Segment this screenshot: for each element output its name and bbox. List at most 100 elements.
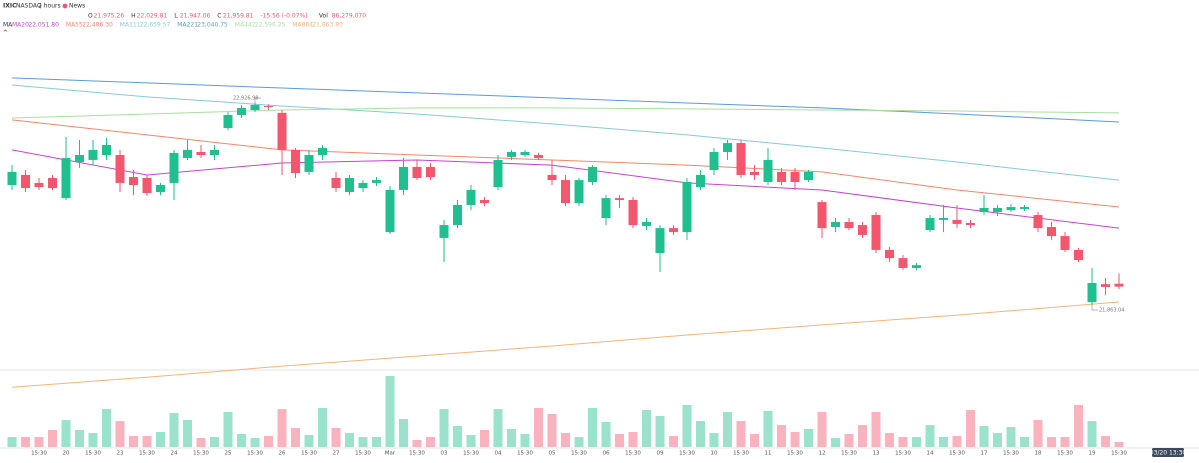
candle-body bbox=[1114, 283, 1124, 287]
volume-bar bbox=[574, 437, 584, 447]
volume-bar bbox=[1020, 437, 1029, 447]
volume-bar bbox=[898, 437, 908, 447]
volume-bar bbox=[129, 435, 138, 447]
candle-body bbox=[534, 155, 543, 159]
volume-bar bbox=[426, 437, 435, 447]
volume-bar bbox=[642, 410, 651, 447]
volume-bar bbox=[412, 440, 422, 447]
volume-bar bbox=[1114, 442, 1124, 447]
x-tick-label: 12 bbox=[819, 451, 826, 457]
volume-bar bbox=[520, 433, 530, 447]
symbol: IXIC bbox=[3, 3, 17, 10]
x-tick-label: 09 bbox=[657, 451, 664, 457]
news-icon[interactable] bbox=[62, 3, 68, 9]
candle-body bbox=[669, 228, 678, 233]
volume-bar bbox=[439, 409, 449, 447]
volume-bar bbox=[831, 438, 840, 447]
ma-legend-name: MA221 bbox=[177, 22, 198, 29]
volume-bar bbox=[817, 412, 827, 447]
x-tick-label: 15:30 bbox=[139, 451, 155, 457]
volume-bar bbox=[763, 410, 773, 447]
annotation-label: 21,863.04 bbox=[1099, 308, 1124, 314]
x-tick-label: Mar bbox=[385, 451, 396, 457]
volume-bar bbox=[804, 428, 813, 447]
candle-body bbox=[588, 166, 597, 182]
candle-body bbox=[939, 218, 948, 220]
candle-body bbox=[885, 249, 894, 259]
candle-body bbox=[34, 182, 44, 188]
ma-heading: MA bbox=[3, 22, 13, 29]
x-tick-label: 20 bbox=[63, 451, 70, 457]
ma-legend-name: MA884 bbox=[292, 22, 313, 29]
candle-body bbox=[561, 180, 570, 204]
volume-bar bbox=[669, 435, 678, 447]
volume-bar bbox=[385, 376, 395, 447]
legend-value: 22,029.81 bbox=[137, 13, 168, 20]
price-pane: 22,926.98 21,863.04 bbox=[7, 77, 1124, 388]
candle-body bbox=[129, 177, 138, 186]
news[interactable]: News bbox=[69, 3, 85, 10]
candle-body bbox=[777, 171, 786, 182]
x-tick-label: 15:30 bbox=[679, 451, 695, 457]
volume-bar bbox=[75, 430, 84, 447]
candle-body bbox=[48, 177, 57, 189]
volume-bar bbox=[912, 437, 921, 447]
candle-body bbox=[210, 149, 219, 156]
volume-bar bbox=[318, 408, 327, 447]
volume-bar bbox=[196, 438, 206, 447]
volume-bar bbox=[466, 435, 476, 447]
x-tick-label: 25 bbox=[225, 451, 232, 457]
ma-line bbox=[11, 107, 1120, 119]
volume-bar bbox=[723, 412, 732, 447]
collapse-arrow[interactable]: ^ bbox=[3, 30, 8, 37]
ma-line bbox=[11, 301, 1120, 388]
candle-body bbox=[142, 177, 152, 193]
candle-body bbox=[723, 143, 732, 152]
candle-body bbox=[250, 104, 260, 111]
x-tick-label: 15:30 bbox=[949, 451, 965, 457]
candle-body bbox=[979, 207, 989, 212]
ma-legend-name: MA55 bbox=[66, 22, 83, 29]
candle-body bbox=[790, 171, 800, 182]
volume-bar bbox=[102, 409, 111, 447]
candle-body bbox=[709, 151, 719, 171]
ma-legend-value: 22,051.80 bbox=[28, 22, 59, 29]
candle-body bbox=[196, 151, 206, 156]
time-tag-bg bbox=[1152, 448, 1184, 457]
volume-bar bbox=[331, 428, 341, 447]
candle-body bbox=[318, 147, 327, 156]
volume-bar bbox=[1033, 420, 1043, 447]
x-tick-label: 03 bbox=[441, 451, 448, 457]
candle-body bbox=[453, 204, 462, 226]
candle-body bbox=[696, 174, 705, 188]
legend-value: -15.56 (-0.07%) bbox=[260, 13, 307, 20]
time-tag: 03/20 13:30 bbox=[1150, 450, 1187, 457]
candle-body bbox=[1087, 282, 1097, 303]
x-tick-label: 15:30 bbox=[85, 451, 101, 457]
volume-bar bbox=[61, 420, 71, 447]
volume-bar bbox=[21, 437, 30, 447]
candle-body bbox=[115, 155, 125, 183]
volume-bar bbox=[750, 433, 759, 447]
volume-bar bbox=[291, 428, 300, 447]
volume-bar bbox=[237, 433, 246, 447]
candle-body bbox=[7, 171, 17, 186]
candle-body bbox=[804, 171, 813, 181]
volume-bar bbox=[1087, 420, 1097, 447]
candle-body bbox=[412, 166, 422, 178]
volume-bar bbox=[1101, 435, 1110, 447]
x-tick-label: 23 bbox=[117, 451, 124, 457]
volume-bar bbox=[115, 420, 125, 447]
volume-bar bbox=[939, 437, 948, 447]
candle-body bbox=[358, 182, 368, 189]
candle-body bbox=[75, 155, 84, 163]
candle-body bbox=[952, 219, 962, 224]
x-tick-label: 11 bbox=[765, 451, 772, 457]
x-tick-label: 06 bbox=[603, 451, 610, 457]
candle-body bbox=[615, 198, 624, 201]
candle-body bbox=[898, 258, 908, 268]
candle-body bbox=[750, 171, 759, 175]
candle-body bbox=[372, 180, 381, 183]
x-tick-label: 15:30 bbox=[247, 451, 263, 457]
